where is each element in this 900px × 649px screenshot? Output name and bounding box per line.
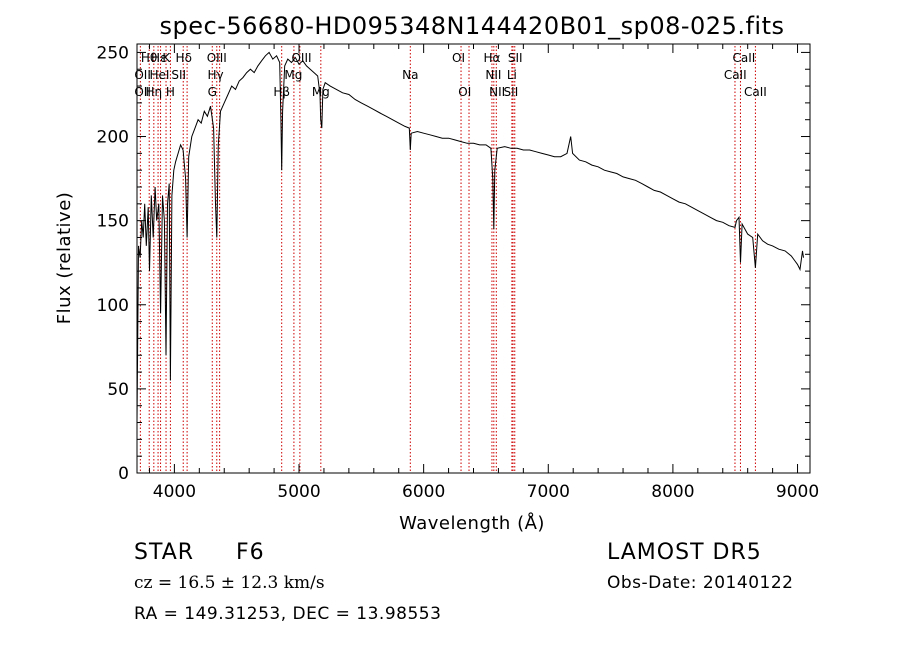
line-label: Mg	[312, 85, 330, 99]
x-tick-label: 4000	[153, 482, 196, 502]
line-label: Hη	[146, 85, 163, 99]
line-label: OI	[458, 85, 471, 99]
line-label: Hε	[151, 51, 167, 65]
line-label: OII	[134, 68, 151, 82]
x-axis: 4000 5000 6000 7000 8000 9000	[148, 44, 819, 502]
line-label: Hδ	[176, 51, 192, 65]
line-label: CaII	[733, 51, 756, 65]
line-label: OI	[452, 51, 465, 65]
y-axis-label: Flux (relative)	[54, 192, 75, 325]
line-label: OIII	[207, 51, 227, 65]
y-tick-label: 100	[97, 296, 129, 316]
y-tick-label: 250	[97, 43, 129, 63]
plot-frame	[136, 43, 811, 474]
x-tick-label: 6000	[402, 482, 445, 502]
y-axis: 0 50 100 150 200 250	[97, 43, 810, 484]
line-label: Li	[507, 68, 517, 82]
line-label: CaII	[744, 85, 767, 99]
object-type: STAR	[134, 540, 195, 565]
line-label: HeI	[149, 68, 169, 82]
line-label: H	[166, 85, 175, 99]
line-label: SII	[504, 85, 519, 99]
line-label: G	[208, 85, 217, 99]
x-tick-label: 9000	[776, 482, 819, 502]
line-label: SII	[171, 68, 186, 82]
emission-line-markers	[139, 46, 756, 473]
x-axis-label: Wavelength (Å)	[399, 512, 545, 534]
y-tick-label: 150	[97, 212, 129, 232]
survey-name: LAMOST DR5	[607, 540, 762, 565]
line-label: Hγ	[207, 68, 223, 82]
line-label: K	[162, 51, 171, 65]
line-label: OIII	[291, 51, 311, 65]
line-label: Hα	[483, 51, 500, 65]
chart-title: spec-56680-HD095348N144420B01_sp08-025.f…	[160, 12, 785, 40]
line-label: Hβ	[273, 85, 290, 99]
y-tick-label: 200	[97, 128, 129, 148]
line-label: SII	[508, 51, 523, 65]
coordinates-text: RA = 149.31253, DEC = 13.98553	[134, 604, 442, 624]
redshift-text: cz = 16.5 ± 12.3 km/s	[134, 573, 325, 593]
y-tick-label: 50	[107, 380, 129, 400]
x-tick-label: 7000	[527, 482, 570, 502]
observation-date: Obs-Date: 20140122	[607, 573, 794, 593]
spectrum-line	[136, 51, 804, 423]
line-label: NII	[489, 85, 505, 99]
x-tick-label: 8000	[651, 482, 694, 502]
y-tick-label: 0	[118, 464, 129, 484]
line-label: Hθ	[141, 51, 157, 65]
line-label: Mg	[284, 68, 302, 82]
line-label: Na	[402, 68, 418, 82]
line-label: OII	[134, 85, 151, 99]
x-tick-label: 5000	[277, 482, 320, 502]
spectral-subclass: F6	[236, 540, 265, 565]
line-label: NII	[485, 68, 501, 82]
line-label: CaII	[724, 68, 747, 82]
